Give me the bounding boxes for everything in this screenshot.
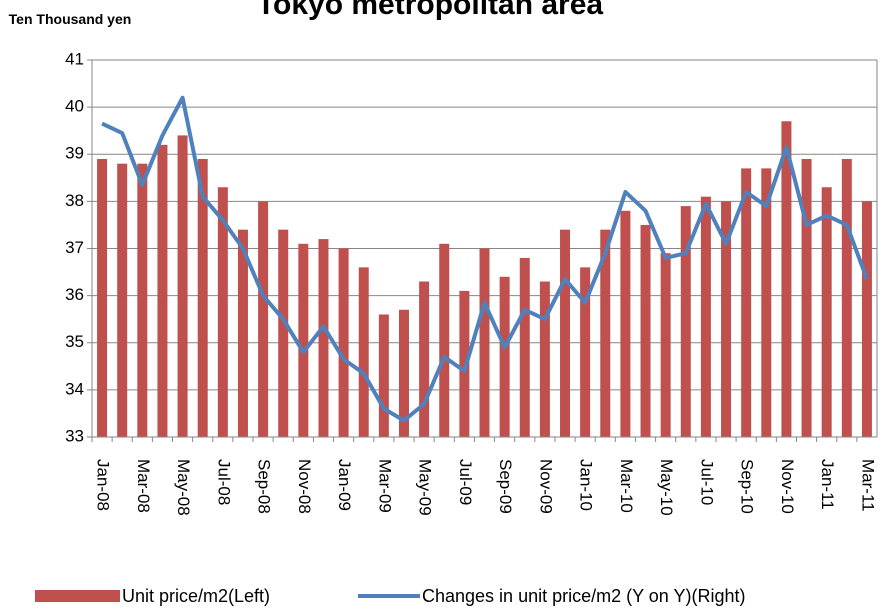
bar	[600, 229, 611, 437]
line	[101, 95, 869, 423]
bar	[318, 239, 329, 437]
bar	[479, 248, 490, 437]
x-tick-label: Sep-08	[255, 459, 274, 514]
bar	[761, 168, 772, 437]
bar	[560, 229, 571, 437]
y-tick-label: 39	[65, 144, 84, 163]
bar	[419, 281, 430, 437]
bar	[298, 243, 309, 437]
bar	[721, 201, 732, 437]
bar	[519, 257, 530, 437]
bar	[821, 187, 832, 437]
chart-title: Tokyo metropolitan area	[257, 0, 604, 21]
x-tick-label: Nov-10	[778, 459, 797, 514]
bar	[237, 229, 248, 437]
x-tick-label: Mar-10	[617, 459, 636, 513]
bar	[358, 267, 369, 437]
x-tick-label: Mar-11	[858, 459, 877, 512]
bar	[640, 224, 651, 437]
bar	[258, 201, 269, 437]
x-tick-label: Nov-09	[536, 459, 555, 514]
bar	[97, 158, 108, 437]
bar	[700, 196, 711, 437]
bar	[781, 121, 792, 437]
bar	[841, 158, 852, 437]
x-tick-label: Sep-09	[496, 459, 515, 514]
y-tick-label: 40	[65, 97, 84, 116]
bar	[741, 168, 752, 437]
y-tick-label: 36	[65, 285, 84, 304]
bar	[398, 309, 409, 437]
x-tick-label: Jan-09	[335, 459, 354, 511]
bar	[499, 276, 510, 437]
bar	[378, 314, 389, 437]
bar	[439, 243, 450, 437]
x-tick-label: Jul-10	[697, 459, 716, 505]
x-tick-label: Mar-08	[134, 459, 153, 513]
bar	[217, 187, 228, 437]
x-tick-label: May-09	[416, 459, 435, 516]
x-tick-label: Jul-08	[214, 459, 233, 505]
x-tick-label: Jan-08	[94, 459, 113, 511]
bar	[680, 206, 691, 437]
bar	[580, 267, 591, 437]
y-tick-label: 41	[65, 49, 84, 68]
x-tick-label: May-08	[174, 459, 193, 516]
bar	[620, 210, 631, 437]
bar	[177, 135, 188, 437]
x-tick-label: Nov-08	[295, 459, 314, 514]
bar	[117, 163, 128, 438]
bar	[278, 229, 289, 437]
bar	[338, 248, 349, 437]
x-tick-label: Jul-09	[456, 459, 475, 505]
y-axis-title: Ten Thousand yen	[8, 11, 132, 27]
legend-label: Changes in unit price/m2 (Y on Y)(Right)	[422, 586, 746, 606]
y-tick-label: 33	[65, 426, 84, 445]
x-tick-label: Sep-10	[738, 459, 757, 514]
legend-label: Unit price/m2(Left)	[122, 586, 270, 606]
x-tick-label: May-10	[657, 459, 676, 516]
y-tick-label: 35	[65, 332, 84, 351]
bar	[197, 158, 208, 437]
x-tick-label: Jan-10	[577, 459, 596, 511]
x-tick-label: Mar-09	[375, 459, 394, 513]
y-tick-label: 38	[65, 191, 84, 210]
bar	[861, 201, 872, 437]
y-tick-label: 37	[65, 238, 84, 257]
legend-swatch	[35, 590, 120, 602]
bar	[801, 158, 812, 437]
bar	[660, 253, 671, 437]
y-tick-label: 34	[65, 379, 84, 398]
bar	[157, 144, 168, 437]
bar	[137, 163, 148, 438]
x-tick-label: Jan-11	[818, 459, 837, 510]
bar	[539, 281, 550, 437]
